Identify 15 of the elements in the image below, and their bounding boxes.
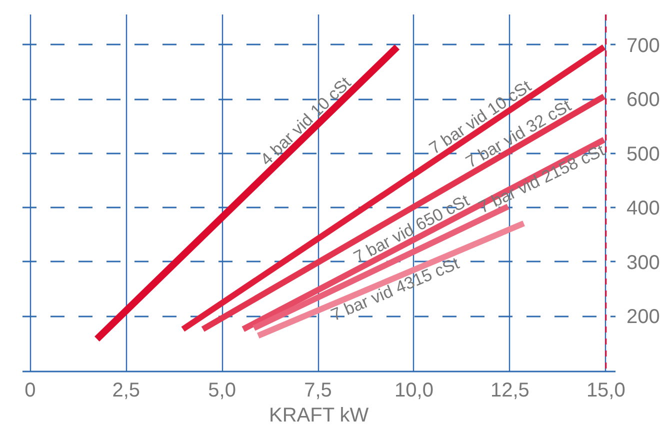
- x-tick-label: 15,0: [586, 380, 626, 402]
- text: 4 bar vid 10 cSt: [256, 73, 355, 170]
- x-tick-label: 10,0: [394, 380, 434, 402]
- y-tick-label: 600: [626, 89, 660, 112]
- x-tick-label: 2,5: [112, 380, 140, 402]
- x-tick-label: 7,5: [304, 380, 332, 402]
- x-axis-title: KRAFT kW: [269, 404, 369, 426]
- y-tick-label: 300: [626, 252, 660, 274]
- y-tick-label: 200: [626, 306, 660, 328]
- x-tick-label: 12,5: [490, 380, 530, 402]
- x-tick-label: 0: [24, 380, 36, 402]
- y-tick-label: 500: [626, 143, 660, 166]
- y-tick-label: 400: [626, 198, 660, 220]
- x-tick-label: 5,0: [208, 380, 236, 402]
- y-tick-label: 700: [626, 34, 660, 57]
